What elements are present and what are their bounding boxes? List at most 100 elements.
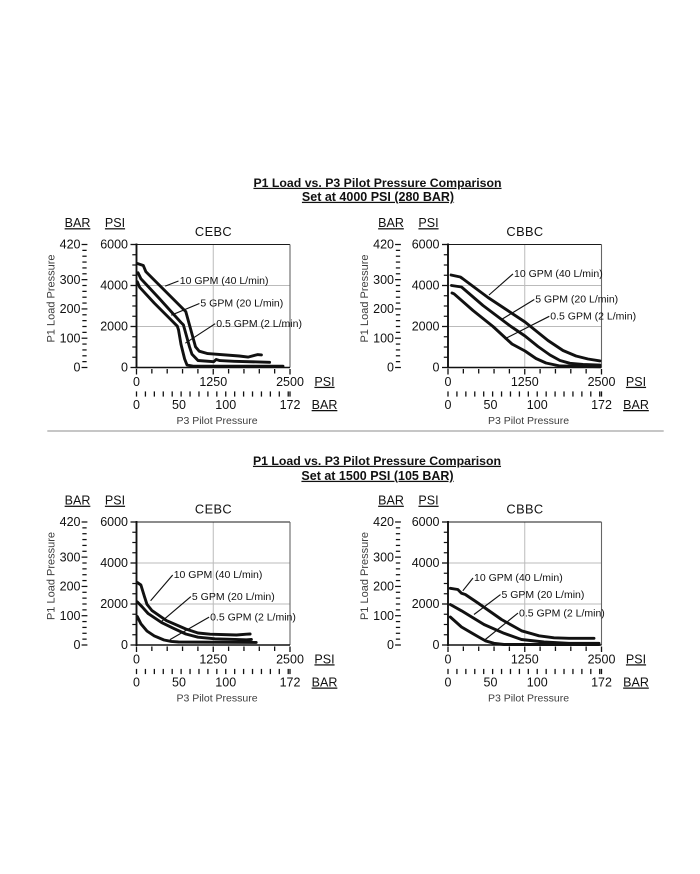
svg-text:50: 50 [172, 676, 186, 690]
svg-text:420: 420 [60, 515, 81, 529]
svg-text:CEBC: CEBC [195, 224, 232, 239]
svg-text:0: 0 [445, 398, 452, 412]
svg-text:CBBC: CBBC [506, 224, 543, 239]
svg-text:300: 300 [373, 273, 394, 287]
svg-text:0: 0 [121, 361, 128, 375]
svg-text:PSI: PSI [314, 375, 334, 389]
svg-text:5 GPM (20 L/min): 5 GPM (20 L/min) [200, 298, 283, 310]
svg-text:172: 172 [591, 398, 612, 412]
svg-text:100: 100 [373, 609, 394, 623]
svg-text:200: 200 [373, 302, 394, 316]
svg-text:0: 0 [433, 638, 440, 652]
svg-text:2500: 2500 [588, 652, 616, 666]
svg-text:50: 50 [484, 398, 498, 412]
svg-text:0: 0 [133, 398, 140, 412]
svg-text:PSI: PSI [418, 494, 438, 508]
svg-text:100: 100 [527, 676, 548, 690]
svg-text:P3 Pilot Pressure: P3 Pilot Pressure [488, 415, 569, 427]
svg-text:1250: 1250 [199, 375, 227, 389]
svg-text:5 GPM (20 L/min): 5 GPM (20 L/min) [192, 591, 275, 603]
svg-text:P1 Load Pressure: P1 Load Pressure [359, 532, 371, 620]
svg-text:BAR: BAR [312, 398, 338, 412]
svg-text:1250: 1250 [511, 375, 539, 389]
svg-text:100: 100 [215, 398, 236, 412]
svg-text:4000: 4000 [412, 279, 440, 293]
svg-text:300: 300 [373, 550, 394, 564]
svg-text:BAR: BAR [378, 494, 404, 508]
svg-text:P1 Load Pressure: P1 Load Pressure [46, 532, 58, 620]
svg-text:200: 200 [60, 302, 81, 316]
svg-text:172: 172 [280, 676, 301, 690]
svg-text:6000: 6000 [100, 238, 128, 252]
svg-text:BAR: BAR [65, 216, 91, 230]
svg-text:2000: 2000 [412, 320, 440, 334]
svg-text:2000: 2000 [412, 597, 440, 611]
svg-text:100: 100 [527, 398, 548, 412]
svg-text:0: 0 [133, 652, 140, 666]
svg-text:0: 0 [133, 676, 140, 690]
svg-text:PSI: PSI [418, 216, 438, 230]
svg-text:2500: 2500 [588, 375, 616, 389]
svg-text:10 GPM (40 L/min): 10 GPM (40 L/min) [474, 572, 563, 584]
svg-text:P3 Pilot Pressure: P3 Pilot Pressure [488, 693, 569, 705]
svg-text:100: 100 [373, 331, 394, 345]
svg-text:0: 0 [121, 638, 128, 652]
svg-text:CBBC: CBBC [506, 501, 543, 516]
svg-text:420: 420 [373, 238, 394, 252]
svg-text:420: 420 [60, 238, 81, 252]
svg-text:300: 300 [60, 550, 81, 564]
svg-text:P1 Load Pressure: P1 Load Pressure [359, 254, 371, 342]
svg-text:0: 0 [433, 361, 440, 375]
svg-text:100: 100 [215, 676, 236, 690]
svg-text:PSI: PSI [105, 494, 125, 508]
svg-text:0: 0 [387, 638, 394, 652]
svg-text:2000: 2000 [100, 320, 128, 334]
svg-text:420: 420 [373, 515, 394, 529]
svg-text:6000: 6000 [412, 515, 440, 529]
svg-text:4000: 4000 [100, 279, 128, 293]
svg-text:10 GPM (40 L/min): 10 GPM (40 L/min) [514, 268, 603, 280]
svg-text:6000: 6000 [412, 238, 440, 252]
svg-text:300: 300 [60, 273, 81, 287]
svg-text:CEBC: CEBC [195, 501, 232, 516]
svg-text:P1 Load vs. P3 Pilot Pressure: P1 Load vs. P3 Pilot Pressure Comparison [253, 176, 501, 190]
svg-text:PSI: PSI [314, 652, 334, 666]
svg-text:0: 0 [133, 375, 140, 389]
svg-text:Set at 1500 PSI (105 BAR): Set at 1500 PSI (105 BAR) [301, 469, 453, 483]
svg-text:5 GPM (20 L/min): 5 GPM (20 L/min) [502, 589, 585, 601]
svg-text:0: 0 [74, 638, 81, 652]
svg-text:4000: 4000 [100, 556, 128, 570]
svg-text:0: 0 [445, 676, 452, 690]
svg-text:172: 172 [280, 398, 301, 412]
svg-text:0: 0 [74, 361, 81, 375]
svg-text:0: 0 [445, 652, 452, 666]
svg-text:2000: 2000 [100, 597, 128, 611]
svg-text:P3 Pilot Pressure: P3 Pilot Pressure [176, 693, 257, 705]
svg-text:BAR: BAR [65, 494, 91, 508]
svg-text:Set at 4000 PSI (280 BAR): Set at 4000 PSI (280 BAR) [302, 190, 454, 204]
svg-text:BAR: BAR [623, 398, 649, 412]
svg-text:50: 50 [172, 398, 186, 412]
svg-text:BAR: BAR [312, 676, 338, 690]
svg-text:6000: 6000 [100, 515, 128, 529]
svg-text:172: 172 [591, 676, 612, 690]
svg-text:P1 Load Pressure: P1 Load Pressure [46, 254, 58, 342]
svg-text:1250: 1250 [199, 652, 227, 666]
svg-text:0: 0 [445, 375, 452, 389]
svg-text:100: 100 [60, 609, 81, 623]
svg-text:2500: 2500 [276, 375, 304, 389]
svg-text:PSI: PSI [626, 375, 646, 389]
svg-text:10 GPM (40 L/min): 10 GPM (40 L/min) [174, 569, 263, 581]
svg-text:PSI: PSI [105, 216, 125, 230]
svg-text:0: 0 [387, 361, 394, 375]
svg-text:200: 200 [373, 580, 394, 594]
svg-text:0.5 GPM (2 L/min): 0.5 GPM (2 L/min) [550, 311, 636, 323]
svg-text:PSI: PSI [626, 652, 646, 666]
svg-text:100: 100 [60, 331, 81, 345]
svg-text:P1 Load vs. P3 Pilot Pressure: P1 Load vs. P3 Pilot Pressure Comparison [253, 454, 501, 468]
svg-text:1250: 1250 [511, 652, 539, 666]
svg-text:5 GPM (20 L/min): 5 GPM (20 L/min) [535, 294, 618, 306]
svg-text:0.5 GPM (2 L/min): 0.5 GPM (2 L/min) [210, 612, 296, 624]
svg-text:10 GPM (40 L/min): 10 GPM (40 L/min) [180, 275, 269, 287]
svg-text:BAR: BAR [378, 216, 404, 230]
